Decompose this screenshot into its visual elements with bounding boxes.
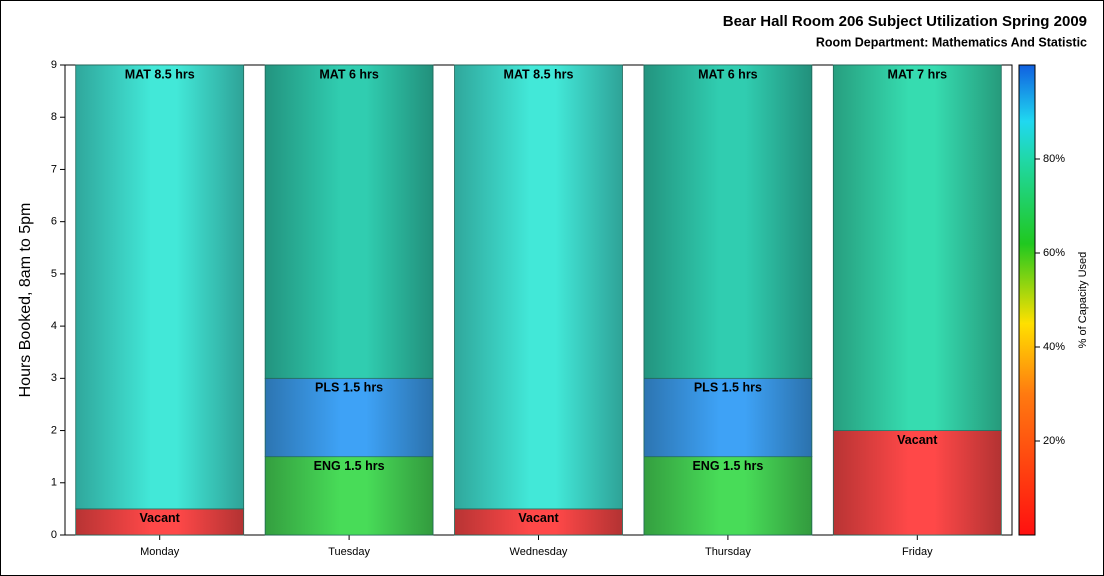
value-label: PLS 1.5 hrs xyxy=(315,381,383,395)
bar-shade xyxy=(75,508,244,535)
bar-shade xyxy=(75,65,244,509)
value-label: Vacant xyxy=(897,433,938,447)
x-tick-label: Thursday xyxy=(705,546,751,558)
value-label: MAT 6 hrs xyxy=(698,67,758,81)
x-tick-label: Friday xyxy=(902,546,933,558)
value-label: PLS 1.5 hrs xyxy=(694,381,762,395)
x-tick-label: Wednesday xyxy=(510,546,568,558)
chart-subtitle: Room Department: Mathematics And Statist… xyxy=(816,35,1087,49)
y-tick-label: 3 xyxy=(51,372,57,384)
y-tick-label: 7 xyxy=(51,163,57,175)
colorbar-tick-label: 20% xyxy=(1043,435,1065,447)
colorbar-tick-label: 80% xyxy=(1043,153,1065,165)
value-label: MAT 8.5 hrs xyxy=(504,67,574,81)
y-tick-label: 6 xyxy=(51,216,57,228)
colorbar xyxy=(1018,64,1036,536)
y-tick-label: 9 xyxy=(51,59,57,71)
bar-shade xyxy=(265,65,434,379)
value-label: Vacant xyxy=(140,511,181,525)
y-tick-label: 5 xyxy=(51,268,57,280)
x-tick-label: Monday xyxy=(140,546,180,558)
bar-shade xyxy=(643,65,812,379)
chart-title: Bear Hall Room 206 Subject Utilization S… xyxy=(723,13,1087,30)
colorbar-tick-label: 40% xyxy=(1043,341,1065,353)
bar-shade xyxy=(454,508,623,535)
x-tick-label: Tuesday xyxy=(328,546,370,558)
value-label: MAT 6 hrs xyxy=(319,67,379,81)
colorbar-tick-label: 60% xyxy=(1043,247,1065,259)
bar-shade xyxy=(643,456,812,535)
value-label: MAT 7 hrs xyxy=(888,67,948,81)
value-label: ENG 1.5 hrs xyxy=(314,459,385,473)
bar-shade xyxy=(643,378,812,457)
bar-shade xyxy=(454,65,623,509)
value-label: ENG 1.5 hrs xyxy=(692,459,763,473)
y-tick-label: 1 xyxy=(51,477,57,489)
y-tick-label: 8 xyxy=(51,111,57,123)
y-tick-label: 2 xyxy=(51,424,57,436)
bar-shade xyxy=(265,378,434,457)
bar-shade xyxy=(833,65,1002,431)
value-label: MAT 8.5 hrs xyxy=(125,67,195,81)
value-label: Vacant xyxy=(518,511,559,525)
y-axis-label: Hours Booked, 8am to 5pm xyxy=(17,203,34,398)
bar-shade xyxy=(265,456,434,535)
y-tick-label: 0 xyxy=(51,529,57,541)
bar-shade xyxy=(833,430,1002,535)
colorbar-label: % of Capacity Used xyxy=(1077,252,1089,349)
y-tick-label: 4 xyxy=(51,320,57,332)
